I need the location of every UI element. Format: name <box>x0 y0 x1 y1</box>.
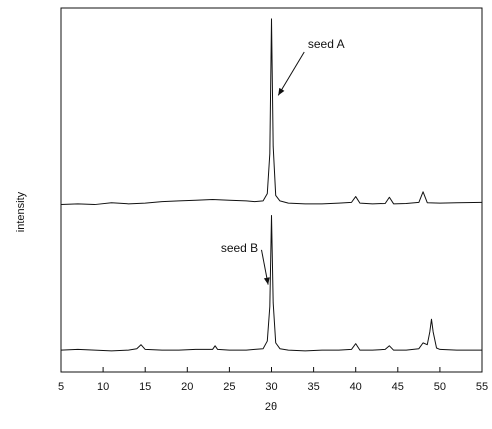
annotations-layer: seed A seed B <box>221 37 345 285</box>
x-tick-label-15: 15 <box>139 381 151 393</box>
x-tick-label-20: 20 <box>181 381 193 393</box>
x-tick-label-55: 55 <box>476 381 488 393</box>
series-layer <box>60 18 483 352</box>
x-axis-tick-labels: 5 10 15 20 25 30 35 40 45 50 55 <box>58 381 488 393</box>
x-axis-ticks <box>60 367 483 372</box>
x-tick-label-25: 25 <box>223 381 235 393</box>
x-axis-title: 2θ <box>265 401 277 413</box>
x-tick-label-45: 45 <box>392 381 404 393</box>
x-tick-label-10: 10 <box>97 381 109 393</box>
x-tick-label-40: 40 <box>350 381 362 393</box>
x-tick-label-30: 30 <box>265 381 277 393</box>
annotation-arrowhead-1 <box>278 87 285 96</box>
series-line-2 <box>60 214 482 352</box>
annotation-label-2: seed B <box>221 241 258 255</box>
x-tick-label-35: 35 <box>307 381 319 393</box>
annotation-arrow-1 <box>277 51 305 96</box>
annotation-arrowhead-2 <box>263 277 270 285</box>
x-tick-label-50: 50 <box>434 381 446 393</box>
series-line-1 <box>60 18 483 206</box>
plot-frame <box>60 7 483 373</box>
y-axis-title: intensity <box>15 191 27 232</box>
x-tick-label-5: 5 <box>58 381 64 393</box>
annotation-label-1: seed A <box>308 37 345 51</box>
